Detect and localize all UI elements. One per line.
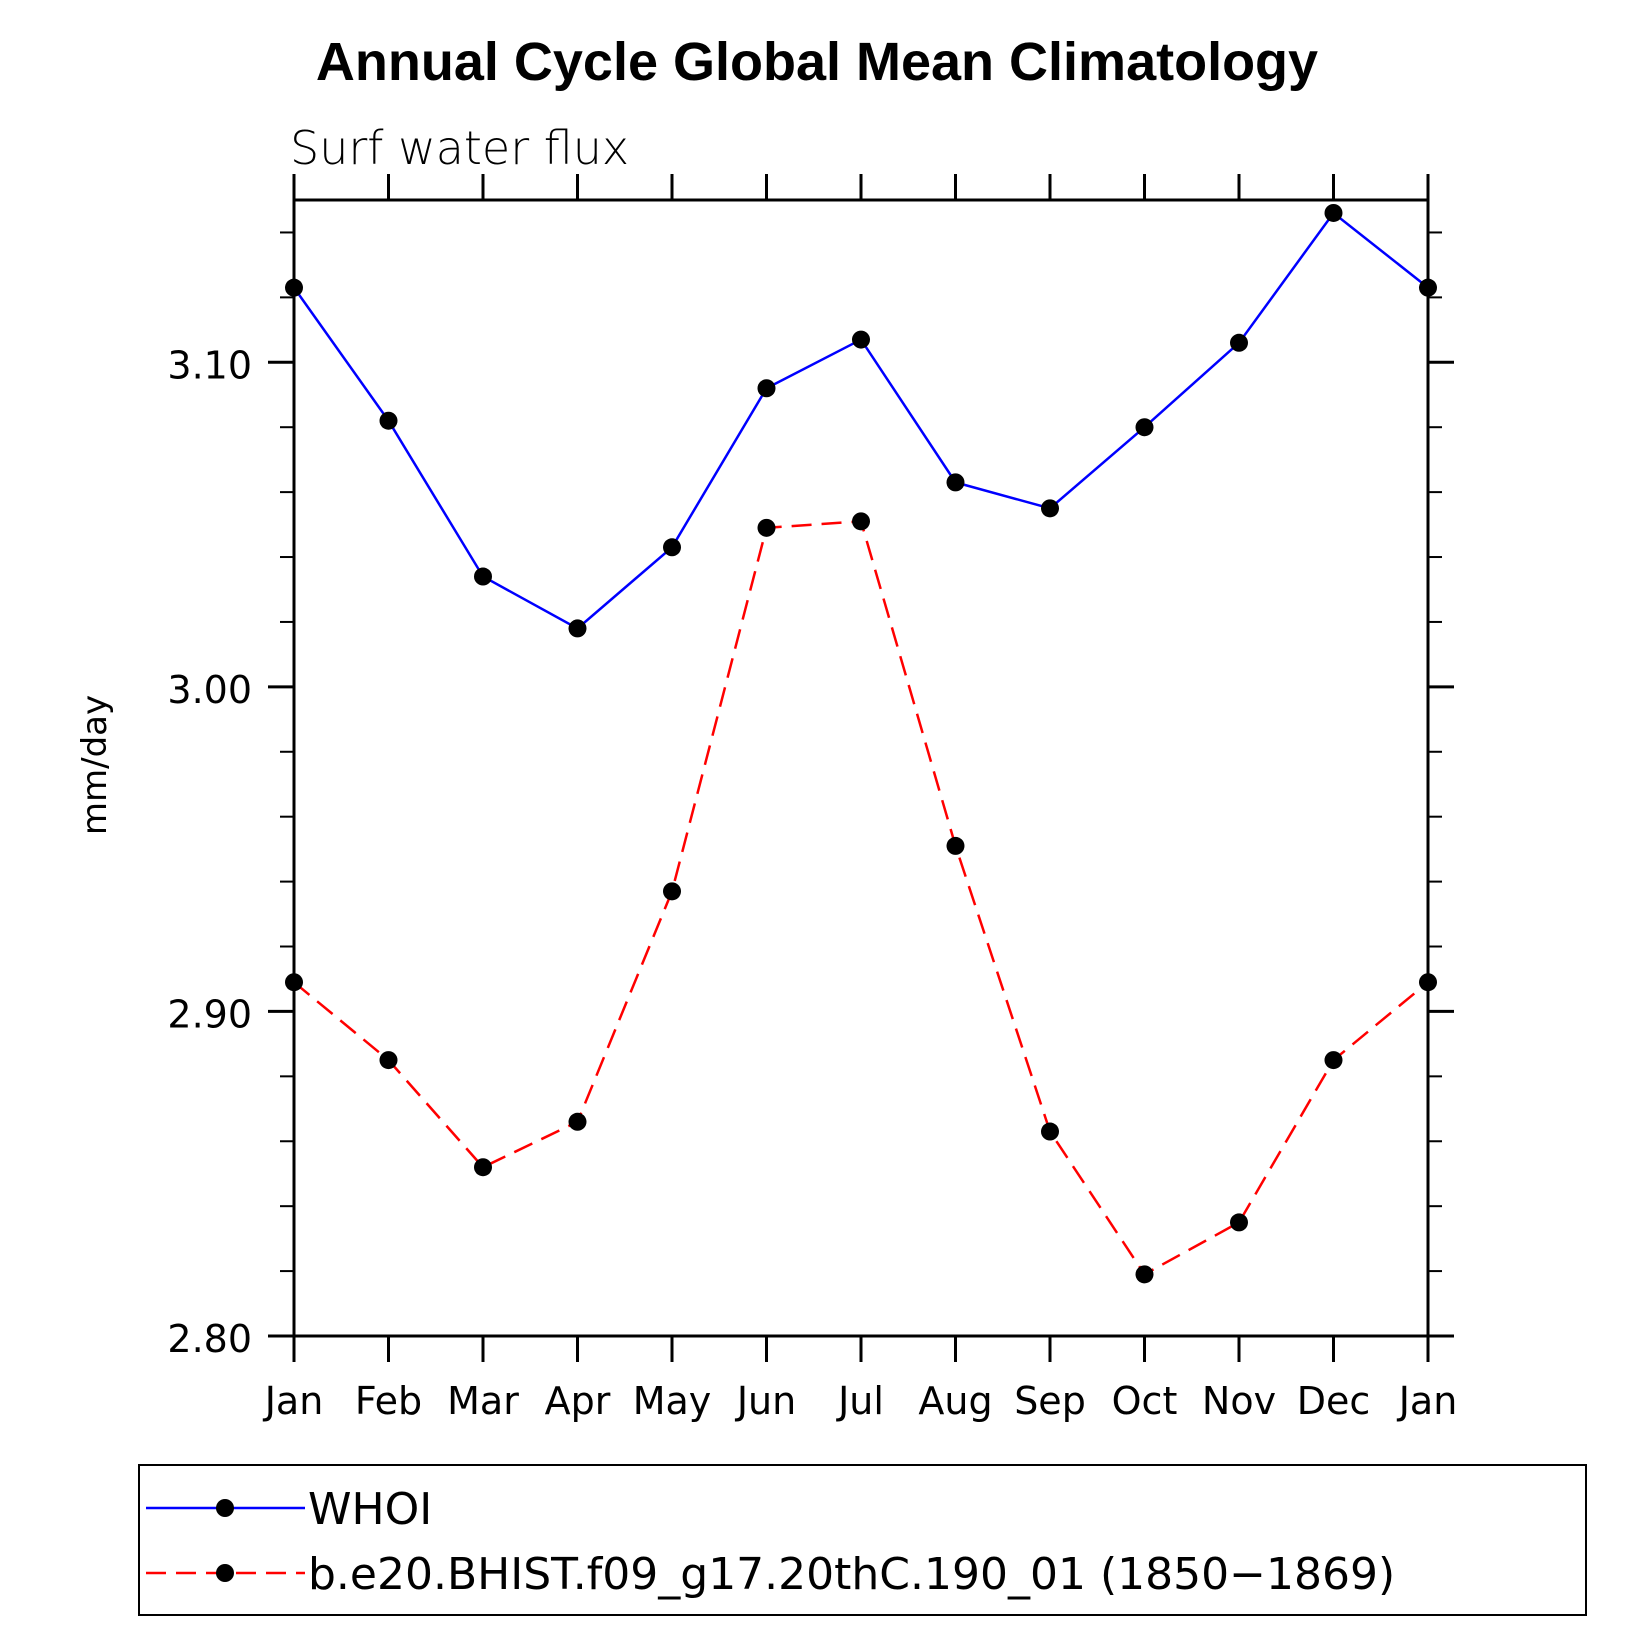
x-tick-label: Jul [836,1379,884,1423]
x-tick-label: Jan [1397,1379,1458,1423]
x-tick-label: Jan [263,1379,324,1423]
x-tick-label: Feb [355,1379,422,1423]
legend-box [138,1464,1587,1616]
x-tick-label: Sep [1014,1379,1086,1423]
series-line-1 [292,211,1429,630]
series-2-point [474,1158,492,1177]
x-tick-label: Dec [1297,1379,1371,1423]
legend-label-1: WHOI [308,1484,432,1535]
series-1-point [1324,203,1343,222]
y-axis-label: mm/day [75,695,115,835]
series-line-2 [293,520,1429,1276]
x-tick-label: Oct [1112,1379,1178,1423]
series-1-point [474,567,492,586]
y-tick-label: 2.80 [167,1317,252,1361]
series-1-point [946,473,965,492]
chart-subtitle: Surf water flux [290,121,629,175]
x-tick-label: Aug [918,1379,992,1423]
plot-frame [292,198,1430,1338]
series-2-point [1230,1213,1248,1232]
legend-marker-1 [216,1499,234,1517]
series-2-point [568,1112,587,1131]
series-2-point [852,512,870,531]
series-1-point [1135,418,1154,437]
series-1-point [1041,499,1059,518]
series-1-point [757,379,776,398]
x-tick-label: May [633,1379,712,1423]
legend: WHOI b.e20.BHIST.f09_g17.20thC.190_01 (18… [138,1464,1587,1616]
legend-label-2: b.e20.BHIST.f09_g17.20thC.190_01 (1850−1… [308,1549,1395,1600]
series-1-point [852,330,870,349]
legend-marker-2 [216,1564,234,1582]
series-1-point [568,619,587,638]
x-tick-label: Apr [545,1379,611,1423]
series-2-point [379,1051,398,1070]
series-2-point [757,518,776,537]
series-2-point [1324,1051,1343,1070]
series-1-point [1230,333,1248,352]
x-tick-label: Jun [735,1379,796,1423]
x-tick-label: Mar [447,1379,519,1423]
series-2-point [946,836,965,855]
chart-title: Annual Cycle Global Mean Climatology [316,32,1318,92]
series-2-point [1041,1122,1059,1141]
x-tick-label: Nov [1202,1379,1276,1423]
y-tick-label: 3.00 [167,668,252,712]
y-tick-label: 2.90 [167,992,252,1036]
y-tick-label: 3.10 [167,343,252,387]
series-2-point [1135,1265,1154,1284]
series-1-point [379,411,398,430]
series-1-point [663,538,681,557]
series-2-point [663,882,681,901]
